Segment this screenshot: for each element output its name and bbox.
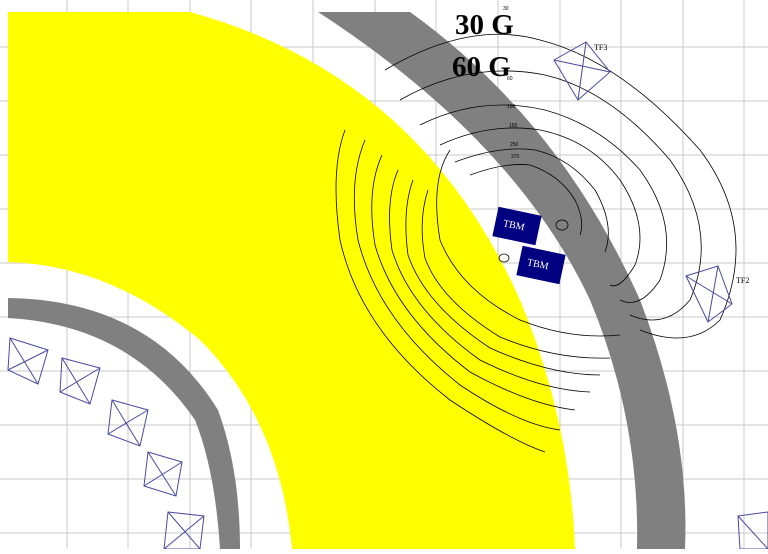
tf-coil-tf3 xyxy=(553,41,611,101)
outer-vessel-wall xyxy=(318,12,686,549)
contour-label: 60 xyxy=(507,76,513,82)
tf-coil-tf2 xyxy=(685,265,733,323)
contour-line xyxy=(371,154,576,411)
tf-label-tf3: TF3 xyxy=(594,43,607,52)
contour-line xyxy=(439,127,641,287)
contour-line xyxy=(469,164,583,236)
contour-label: 100 xyxy=(507,104,516,110)
field-label-60g: 60 G xyxy=(452,51,511,83)
tbm-label: TBM xyxy=(502,218,526,233)
contour-label: 370 xyxy=(511,154,520,160)
contour-line xyxy=(399,70,702,321)
contour-line xyxy=(389,169,591,393)
tf-coil-inner xyxy=(107,399,149,447)
tf-coil-inner xyxy=(143,451,183,497)
contour-label: 150 xyxy=(509,123,518,129)
plasma-region xyxy=(8,12,575,549)
tf-coil-inner xyxy=(59,357,101,405)
tf-coil-inner xyxy=(163,511,205,550)
contour-island xyxy=(555,219,569,231)
tf-coils xyxy=(7,41,768,550)
tbm-module-lower: TBM xyxy=(516,245,566,285)
tf-coil-corner xyxy=(737,511,768,550)
contour-line xyxy=(384,33,737,339)
tbm-label: TBM xyxy=(526,257,550,272)
contour-label: 30 xyxy=(503,6,509,12)
inner-vessel-wall xyxy=(8,298,240,549)
contour-island xyxy=(498,253,510,263)
tf-coil-inner xyxy=(7,337,49,385)
contour-line xyxy=(421,189,611,359)
contour-line xyxy=(436,149,621,337)
contour-line xyxy=(405,179,601,376)
tbm-module-upper: TBM xyxy=(492,206,542,246)
field-contours xyxy=(335,33,737,453)
field-label-30g: 30 G xyxy=(455,9,514,41)
contour-label: 250 xyxy=(510,142,519,148)
contour-line xyxy=(419,104,668,303)
contour-line xyxy=(454,148,609,253)
contour-line xyxy=(353,139,561,431)
contour-line xyxy=(335,129,546,453)
contour-labels: 30 60 100 150 250 370 xyxy=(503,6,520,160)
tf-label-tf2: TF2 xyxy=(736,276,749,285)
